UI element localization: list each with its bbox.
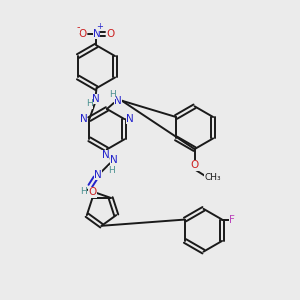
Text: N: N [127, 114, 134, 124]
Text: CH₃: CH₃ [204, 173, 221, 182]
Text: -: - [76, 22, 80, 32]
Text: N: N [93, 29, 101, 39]
Text: O: O [78, 29, 87, 39]
Text: O: O [190, 160, 199, 170]
Text: H: H [86, 99, 92, 108]
Text: O: O [106, 29, 115, 39]
Text: F: F [230, 214, 236, 224]
Text: N: N [114, 96, 122, 106]
Text: N: N [92, 94, 100, 104]
Text: N: N [101, 150, 109, 160]
Text: H: H [110, 90, 116, 99]
Text: N: N [110, 155, 118, 165]
Text: H: H [80, 187, 86, 196]
Text: N: N [94, 170, 102, 180]
Text: N: N [80, 114, 87, 124]
Text: H: H [108, 166, 115, 175]
Text: O: O [88, 188, 97, 197]
Text: +: + [97, 22, 104, 31]
